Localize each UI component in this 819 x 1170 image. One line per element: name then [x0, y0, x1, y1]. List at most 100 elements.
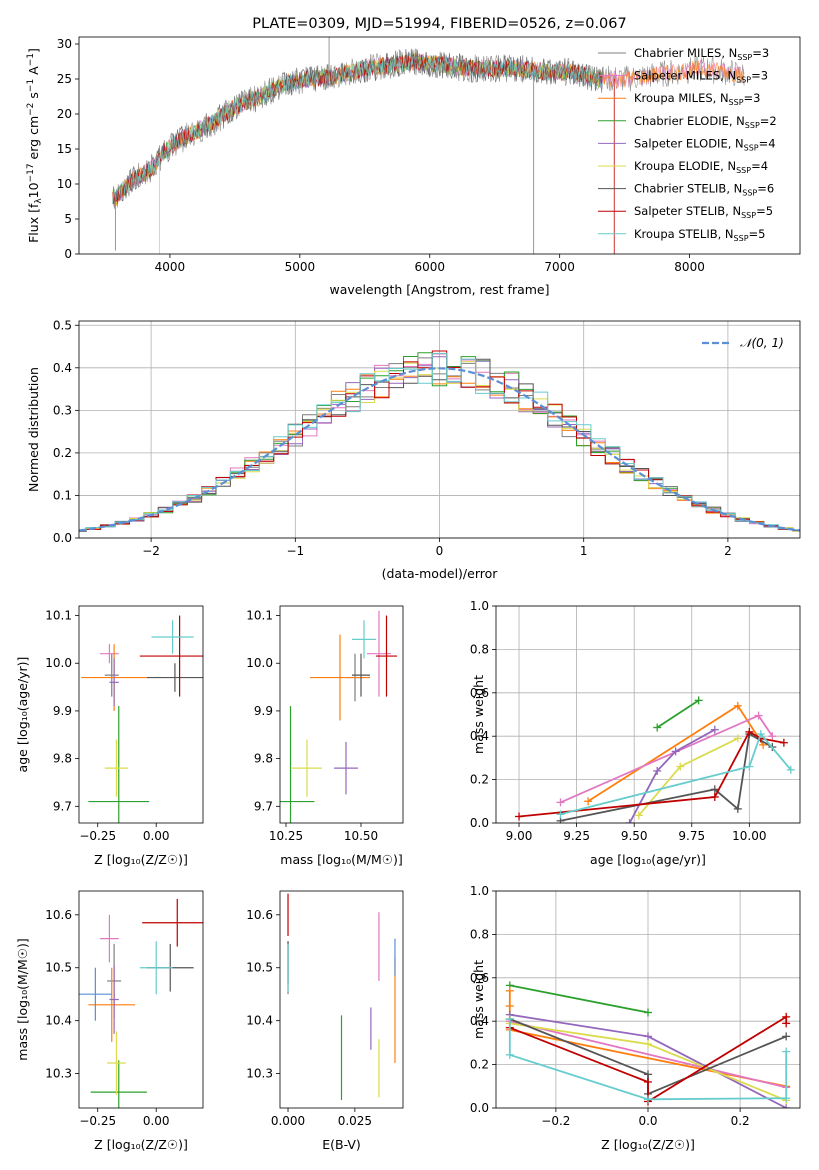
y-tick-label: 0.5	[53, 318, 72, 332]
plot-area	[505, 981, 791, 1108]
y-axis-label-part: erg cm	[26, 116, 41, 164]
y-tick-label: 15	[57, 142, 72, 156]
y-axis-label: mass weight	[471, 960, 486, 1039]
y-tick-label: 0	[64, 247, 72, 261]
legend-entry: 𝒩(0, 1)	[740, 336, 784, 350]
plot-area	[79, 350, 800, 532]
weight-line-chabrier_elodie	[656, 699, 700, 729]
y-tick-label: 0.1	[53, 488, 72, 502]
axes-frame	[78, 605, 204, 824]
axes-frame	[279, 890, 404, 1109]
y-tick-label: 0.6	[470, 971, 489, 985]
y-axis-label: Flux [fλ10−17 erg cm−2 s−1 A−1]	[26, 48, 44, 243]
y-tick-label: 9.9	[53, 704, 72, 718]
y-tick-label: 10.3	[45, 1067, 72, 1081]
x-tick-label: 0.00	[143, 829, 170, 843]
chart-title: PLATE=0309, MJD=51994, FIBERID=0526, z=0…	[252, 16, 626, 32]
y-tick-label: 0.0	[470, 816, 489, 830]
y-tick-label: 10.6	[246, 908, 273, 922]
y-tick-label: 0.2	[53, 446, 72, 460]
y-tick-label: 10.4	[45, 1014, 72, 1028]
y-tick-label: 5	[64, 212, 72, 226]
y-tick-label: 0.4	[470, 1014, 489, 1028]
y-axis-label: mass [log₁₀(M/M☉)]	[15, 938, 30, 1060]
panel-mass_vs_z: −0.25 0.00 10.3 10.4 10.5 10.6 Z [log₁₀(Z/Z☉)]…	[15, 890, 204, 1152]
y-tick-label: 30	[57, 37, 72, 51]
y-tick-label: 10.0	[45, 656, 72, 670]
y-tick-label: 10.5	[246, 961, 273, 975]
y-axis-label-part: λ	[34, 198, 44, 204]
y-tick-label: 10	[57, 177, 72, 191]
plot-area	[79, 898, 203, 1108]
y-tick-label: 9.8	[53, 752, 72, 766]
y-tick-label: 0.0	[470, 1101, 489, 1115]
y-axis-label-part: −1	[26, 79, 36, 92]
legend: Chabrier MILES, NSSP=3 Salpeter MILES, NS…	[598, 46, 777, 243]
panel-age_vs_z: −0.25 0.00 9.7 9.8 9.9 10.0 10.1 Z [log₁₀(Z/Z☉)…	[15, 605, 204, 867]
x-tick-label: 10.25	[269, 829, 303, 843]
y-tick-label: 0.6	[470, 686, 489, 700]
axes-frame	[279, 605, 404, 824]
weight-line-salpeter_miles	[509, 1020, 787, 1089]
y-axis-label-part: s	[26, 92, 41, 103]
y-axis-label-part: −1	[26, 53, 36, 66]
y-tick-label: 0.0	[53, 531, 72, 545]
x-axis-label: E(B-V)	[322, 1137, 361, 1152]
y-axis-label-part: −2	[26, 103, 36, 116]
axes-frame	[495, 605, 801, 824]
histogram-chabrier_miles	[79, 357, 800, 532]
x-tick-label: 9.50	[621, 829, 648, 843]
x-tick-label: 0.0	[638, 1114, 657, 1128]
x-tick-label: 9.75	[678, 829, 705, 843]
y-tick-label: 10.5	[45, 961, 72, 975]
axes-frame	[495, 890, 801, 1109]
x-tick-label: 9.25	[563, 829, 590, 843]
panel-residuals: −2 −1 0 1 2 0.0 0.1 0.2 0.3 0.4 0.5 (data-model)/er…	[26, 318, 801, 581]
gaussian-curve	[79, 367, 800, 532]
y-tick-label: 10.1	[45, 609, 72, 623]
y-axis-label: age [log₁₀(age/yr)]	[15, 657, 30, 773]
x-tick-label: 4000	[155, 260, 186, 274]
legend-entry: Salpeter MILES, NSSP=3	[634, 69, 768, 85]
axes-frame	[78, 320, 801, 539]
legend-entry: Kroupa MILES, NSSP=3	[634, 91, 760, 107]
weight-line-chabrier_elodie	[509, 984, 649, 1014]
y-tick-label: 10.1	[246, 609, 273, 623]
panel-weight_vs_age: 9.00 9.25 9.50 9.75 10.00 0.0 0.2 0.4 0.6 0.8 1.0 a…	[470, 599, 801, 867]
y-tick-label: 10.0	[246, 656, 273, 670]
weight-line-kroupa_stelib	[560, 732, 792, 816]
y-tick-label: 9.8	[254, 752, 273, 766]
y-tick-label: 0.8	[470, 642, 489, 656]
y-tick-label: 9.7	[254, 799, 273, 813]
y-tick-label: 0.8	[470, 927, 489, 941]
x-axis-label: mass [log₁₀(M/M☉)]	[280, 852, 402, 867]
legend-entry: Chabrier STELIB, NSSP=6	[634, 182, 774, 198]
legend-entry: Salpeter STELIB, NSSP=5	[634, 204, 773, 220]
legend-entry: Chabrier MILES, NSSP=3	[634, 46, 769, 62]
plot-area	[81, 615, 203, 823]
x-tick-label: 0.025	[338, 1114, 372, 1128]
x-tick-label: 7000	[544, 260, 575, 274]
weight-line-salpeter_elodie	[628, 728, 716, 823]
spectrum-line-kroupa_stelib	[112, 53, 603, 203]
y-axis-label-part: Flux [f	[26, 203, 41, 243]
x-tick-label: 10.50	[344, 829, 378, 843]
y-tick-label: 0.4	[53, 361, 72, 375]
panel-mass_vs_ebv: 0.000 0.025 10.3 10.4 10.5 10.6 E(B-V)	[246, 890, 404, 1152]
x-tick-label: 0.000	[271, 1114, 305, 1128]
y-tick-label: 9.9	[254, 704, 273, 718]
x-tick-label: 6000	[414, 260, 445, 274]
x-tick-label: 0	[436, 544, 444, 558]
weight-line-salpeter_stelib	[518, 730, 785, 818]
y-axis-label-part: −17	[26, 163, 36, 182]
x-axis-label: age [log₁₀(age/yr)]	[590, 852, 706, 867]
legend-entry: Salpeter ELODIE, NSSP=4	[634, 136, 776, 152]
legend-entry: Chabrier ELODIE, NSSP=2	[634, 114, 777, 130]
x-tick-label: −2	[142, 544, 160, 558]
x-tick-label: 8000	[674, 260, 705, 274]
y-tick-label: 10.3	[246, 1067, 273, 1081]
legend-entry: Kroupa ELODIE, NSSP=4	[634, 159, 768, 175]
y-axis-label-part: A	[26, 66, 41, 79]
x-tick-label: −1	[286, 544, 304, 558]
